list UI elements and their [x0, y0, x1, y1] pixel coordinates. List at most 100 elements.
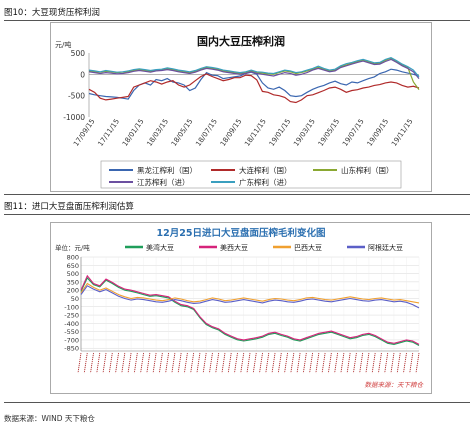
chart2-x-tick-mark	[146, 352, 151, 374]
chart2-y-tick-label: -400	[64, 320, 79, 328]
chart1-x-tick-label: 19/05/15	[317, 118, 342, 148]
chart2-legend-label: 阿根廷大豆	[368, 243, 403, 252]
chart2-y-tick-label: -100	[64, 303, 79, 311]
chart1-x-tick-label: 18/05/15	[170, 118, 195, 148]
chart2-x-tick-mark	[359, 352, 364, 374]
chart2-x-tick-mark	[158, 352, 163, 374]
chart2-x-tick-mark	[284, 352, 289, 374]
chart2-x-tick-mark	[90, 352, 94, 374]
chart1-x-tick-label: 17/11/15	[97, 118, 122, 148]
chart2-y-tick-label: -550	[64, 328, 79, 336]
chart2-x-tick-mark	[140, 352, 145, 374]
chart1-legend-label: 大连榨利（国）	[239, 165, 292, 175]
chart2-x-tick-mark	[271, 352, 276, 374]
chart2-x-tick-mark	[390, 352, 395, 374]
chart2-x-tick-mark	[346, 352, 351, 374]
chart2-x-tick-mark	[115, 352, 120, 374]
chart2-legend-label: 巴西大豆	[294, 243, 322, 252]
chart1-title: 国内大豆压榨利润	[197, 34, 285, 48]
chart2-x-tick-mark	[215, 352, 220, 374]
chart2-x-tick-mark	[77, 352, 82, 374]
chart2-x-tick-mark	[246, 352, 251, 374]
chart2-x-tick-mark	[403, 352, 407, 374]
chart2-x-tick-mark	[340, 352, 345, 374]
chart2-y-tick-label: 650	[67, 262, 79, 270]
chart2-x-tick-mark	[327, 352, 332, 374]
chart1-x-tick-label: 19/11/15	[390, 118, 415, 148]
chart1-series-line-3	[88, 57, 420, 91]
chart1-series-line-2	[88, 73, 420, 104]
chart2-y-tick-label: 500	[67, 270, 79, 278]
chart1-series-line-4	[88, 58, 420, 79]
chart2-x-tick-mark	[334, 352, 339, 374]
chart2-x-tick-mark	[190, 352, 195, 374]
chart2-x-tick-mark	[121, 352, 126, 374]
figure1-chart-panel: 国内大豆压榨利润 元/吨 500 0 -500 -1000 17/09/15 17/11/15…	[50, 22, 432, 192]
chart2-x-tick-mark	[196, 352, 201, 374]
chart1-x-tick-label: 19/07/15	[341, 118, 366, 148]
chart2-legend-label: 美湾大豆	[146, 243, 174, 252]
chart2-x-tick-mark	[183, 352, 188, 374]
figure2-chart-panel: 12月25日进口大豆盘面压榨毛利变化图 美湾大豆 美西大豆 巴西大豆 阿根廷大豆 单位：元…	[50, 222, 432, 394]
chart2-legend-label: 美西大豆	[220, 243, 248, 252]
chart2-y-tick-label: -700	[64, 336, 79, 344]
chart1-legend-label: 黑龙江榨利（国）	[137, 165, 197, 175]
figure2-caption: 图11：进口大豆盘面压榨利润估算	[4, 202, 134, 212]
chart2-x-tick-mark	[277, 352, 282, 374]
chart2-x-tick-mark	[290, 352, 295, 374]
chart1-x-tick-label: 19/03/15	[292, 118, 317, 148]
chart2-x-tick-mark	[365, 352, 370, 374]
chart2-x-tick-mark	[127, 352, 132, 374]
chart2-x-tick-mark	[240, 352, 245, 374]
chart2-x-tick-mark	[259, 352, 263, 374]
chart2-x-tick-mark	[171, 352, 176, 374]
chart2-x-tick-mark	[208, 352, 213, 374]
chart1-x-tick-label: 18/11/15	[243, 118, 268, 148]
chart2-series-line-3	[80, 282, 420, 304]
chart2-x-tick-mark	[202, 352, 207, 374]
chart2-x-tick-mark	[415, 352, 420, 374]
chart1-y-tick-label: 500	[71, 49, 86, 58]
chart2-x-tick-mark	[309, 352, 314, 374]
chart2-x-tick-mark	[396, 352, 401, 374]
chart1-x-tick-label: 18/09/15	[219, 118, 244, 148]
chart2-x-tick-mark	[227, 352, 232, 374]
chart1-legend-label: 山东榨利（国）	[341, 165, 394, 175]
chart2-title: 12月25日进口大豆盘面压榨毛利变化图	[157, 227, 326, 239]
figure2-top-rule	[4, 214, 470, 215]
chart1-x-tick-label: 19/09/15	[366, 118, 391, 148]
chart2-x-tick-mark	[102, 352, 107, 374]
chart2-series-line-2	[80, 274, 420, 345]
chart1-x-tick-label: 18/03/15	[145, 118, 170, 148]
chart1-legend-label: 江苏榨利（进）	[137, 177, 190, 187]
chart2-x-tick-mark	[377, 352, 382, 374]
chart1-y-tick-label: -500	[68, 92, 85, 101]
chart1-series-line-1	[88, 68, 420, 100]
chart2-y-tick-label: 50	[71, 295, 79, 303]
chart2-y-tick-label: 350	[67, 278, 79, 286]
chart2-y-tick-label: -850	[64, 345, 79, 353]
chart2-x-tick-mark	[315, 352, 320, 374]
chart1-x-tick-label: 18/01/15	[121, 118, 146, 148]
chart1-y-unit-label: 元/吨	[55, 40, 71, 49]
chart1-y-tick-label: 0	[80, 70, 85, 79]
chart2-x-tick-mark	[265, 352, 270, 374]
chart2-series-line-1	[80, 277, 420, 346]
chart2-watermark: 数据来源：天下粮仓	[365, 381, 425, 389]
chart2-y-tick-label: -250	[64, 312, 79, 320]
chart2-x-tick-mark	[321, 352, 326, 374]
chart1-x-tick-label: 19/01/15	[268, 118, 293, 148]
chart2-x-tick-mark	[108, 352, 113, 374]
figure1-top-rule	[4, 20, 470, 21]
chart2-x-tick-mark	[302, 352, 307, 374]
chart2-x-tick-mark	[252, 352, 257, 374]
chart2-background	[51, 223, 431, 393]
figure1-caption: 图10：大豆现货压榨利润	[4, 8, 100, 18]
chart2-x-tick-mark	[371, 352, 376, 374]
chart1-x-tick-label: 17/09/15	[72, 118, 97, 148]
chart2-y-tick-label: 200	[67, 287, 79, 295]
chart2-x-tick-mark	[352, 352, 357, 374]
chart2-x-tick-mark	[409, 352, 414, 374]
